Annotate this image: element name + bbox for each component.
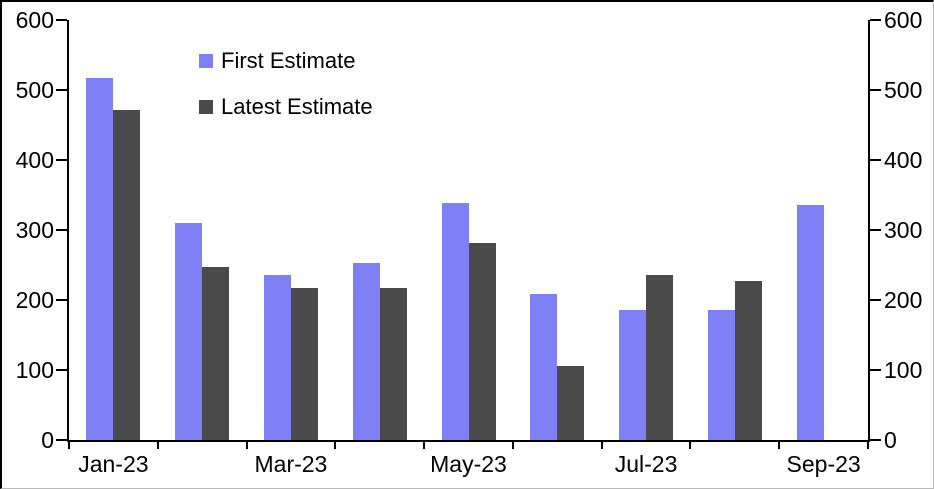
bar-latest-estimate-apr-23 [379, 288, 407, 440]
x-axis-tick [689, 440, 692, 449]
legend-label-latest-estimate: Latest Estimate [221, 94, 373, 119]
bar-first-estimate-jun-23 [530, 294, 558, 440]
legend-item-latest-estimate: Latest Estimate [199, 92, 373, 122]
x-axis-tick [511, 440, 514, 449]
y-axis-label-right: 0 [884, 427, 897, 453]
x-axis-label-sep-23: Sep-23 [786, 451, 861, 477]
legend-swatch-latest-estimate [199, 100, 213, 114]
y-axis-label-right: 100 [884, 357, 923, 383]
bar-first-estimate-jan-23 [86, 78, 114, 440]
y-axis-label-right: 200 [884, 287, 923, 313]
legend: First Estimate Latest Estimate [199, 46, 373, 138]
bar-latest-estimate-feb-23 [202, 267, 230, 440]
bar-first-estimate-mar-23 [263, 275, 291, 440]
bar-first-estimate-jul-23 [619, 310, 647, 440]
y-axis-tick-right [870, 19, 881, 21]
x-axis-label-mar-23: Mar-23 [254, 451, 328, 477]
bar-first-estimate-aug-23 [707, 310, 735, 440]
x-axis-tick [423, 440, 426, 449]
bar-latest-estimate-may-23 [468, 243, 496, 440]
y-axis-label-left: 600 [15, 7, 54, 33]
legend-label-first-estimate: First Estimate [221, 48, 356, 73]
y-axis-label-left: 400 [15, 147, 54, 173]
legend-item-first-estimate: First Estimate [199, 46, 373, 76]
y-axis-tick-left [56, 299, 67, 301]
bar-latest-estimate-jun-23 [557, 366, 585, 440]
plot-area [67, 20, 870, 442]
bar-first-estimate-may-23 [441, 203, 469, 440]
y-axis-tick-left [56, 369, 67, 371]
x-axis-tick [778, 440, 781, 449]
y-axis-tick-right [870, 89, 881, 91]
y-axis-tick-right [870, 159, 881, 161]
x-axis-label-jul-23: Jul-23 [614, 451, 678, 477]
y-axis-label-left: 300 [15, 217, 54, 243]
x-axis-tick [156, 440, 159, 449]
y-axis-tick-right [870, 439, 881, 441]
y-axis-tick-left [56, 439, 67, 441]
y-axis-label-right: 300 [884, 217, 923, 243]
bar-latest-estimate-jan-23 [113, 110, 141, 440]
x-axis-tick [334, 440, 337, 449]
y-axis-tick-left [56, 159, 67, 161]
y-axis-tick-left [56, 229, 67, 231]
x-axis-label-may-23: May-23 [430, 451, 507, 477]
bar-first-estimate-sep-23 [796, 205, 824, 440]
y-axis-tick-right [870, 369, 881, 371]
y-axis-tick-left [56, 89, 67, 91]
y-axis-label-right: 500 [884, 77, 923, 103]
x-axis-tick [600, 440, 603, 449]
y-axis-label-left: 200 [15, 287, 54, 313]
x-axis-tick [867, 440, 869, 449]
bar-first-estimate-apr-23 [352, 263, 380, 440]
bar-first-estimate-feb-23 [175, 223, 203, 440]
y-axis-tick-right [870, 229, 881, 231]
y-axis-label-left: 0 [41, 427, 54, 453]
x-axis-label-jan-23: Jan-23 [78, 451, 149, 477]
y-axis-label-right: 600 [884, 7, 923, 33]
x-axis-tick [68, 440, 70, 449]
y-axis-label-left: 500 [15, 77, 54, 103]
bar-latest-estimate-aug-23 [734, 281, 762, 440]
legend-swatch-first-estimate [199, 54, 213, 68]
y-axis-label-left: 100 [15, 357, 54, 383]
x-axis-tick [245, 440, 248, 449]
y-axis-tick-left [56, 19, 67, 21]
y-axis-label-right: 400 [884, 147, 923, 173]
bar-latest-estimate-jul-23 [646, 275, 674, 440]
bar-latest-estimate-mar-23 [290, 288, 318, 440]
y-axis-tick-right [870, 299, 881, 301]
